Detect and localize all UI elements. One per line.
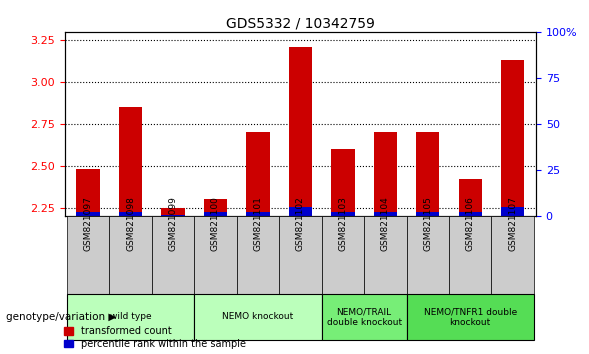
Bar bbox=[364, 216, 406, 294]
Bar bbox=[246, 132, 270, 216]
Bar bbox=[491, 216, 534, 294]
Bar bbox=[204, 199, 227, 216]
Text: NEMO/TRAIL
double knockout: NEMO/TRAIL double knockout bbox=[326, 307, 402, 326]
Title: GDS5332 / 10342759: GDS5332 / 10342759 bbox=[226, 17, 375, 31]
Text: GSM821107: GSM821107 bbox=[508, 196, 517, 251]
Bar bbox=[289, 47, 312, 216]
Bar bbox=[289, 207, 312, 216]
Text: GSM821097: GSM821097 bbox=[84, 196, 92, 251]
Bar bbox=[77, 212, 100, 216]
Bar bbox=[161, 215, 185, 216]
Bar bbox=[237, 216, 279, 294]
Bar bbox=[458, 179, 482, 216]
Bar bbox=[449, 216, 491, 294]
Bar bbox=[246, 212, 270, 216]
Bar bbox=[406, 294, 534, 340]
Bar bbox=[373, 212, 397, 216]
Text: GSM821102: GSM821102 bbox=[296, 196, 305, 251]
Bar bbox=[322, 216, 364, 294]
Bar bbox=[204, 212, 227, 216]
Bar bbox=[77, 169, 100, 216]
Bar bbox=[501, 207, 524, 216]
Bar bbox=[67, 216, 110, 294]
Text: NEMO knockout: NEMO knockout bbox=[222, 312, 293, 321]
Bar bbox=[501, 60, 524, 216]
Bar bbox=[110, 216, 152, 294]
Text: NEMO/TNFR1 double
knockout: NEMO/TNFR1 double knockout bbox=[423, 307, 517, 326]
Bar bbox=[67, 294, 194, 340]
Bar bbox=[406, 216, 449, 294]
Bar bbox=[373, 132, 397, 216]
Bar bbox=[152, 216, 194, 294]
Bar bbox=[161, 207, 185, 216]
Text: GSM821099: GSM821099 bbox=[168, 196, 177, 251]
Text: GSM821098: GSM821098 bbox=[126, 196, 135, 251]
Text: GSM821106: GSM821106 bbox=[466, 196, 475, 251]
Bar bbox=[416, 132, 439, 216]
Text: genotype/variation ▶: genotype/variation ▶ bbox=[6, 312, 116, 322]
Legend: transformed count, percentile rank within the sample: transformed count, percentile rank withi… bbox=[64, 326, 246, 349]
Text: GSM821103: GSM821103 bbox=[338, 196, 348, 251]
Bar bbox=[194, 216, 237, 294]
Bar bbox=[279, 216, 322, 294]
Bar bbox=[331, 149, 355, 216]
Bar bbox=[194, 294, 322, 340]
Text: wild type: wild type bbox=[110, 312, 151, 321]
Text: GSM821105: GSM821105 bbox=[423, 196, 432, 251]
Bar bbox=[322, 294, 406, 340]
Text: GSM821100: GSM821100 bbox=[211, 196, 220, 251]
Bar bbox=[119, 107, 143, 216]
Bar bbox=[119, 212, 143, 216]
Text: GSM821101: GSM821101 bbox=[253, 196, 263, 251]
Bar bbox=[458, 212, 482, 216]
Bar bbox=[416, 212, 439, 216]
Text: GSM821104: GSM821104 bbox=[381, 196, 390, 251]
Bar bbox=[331, 212, 355, 216]
